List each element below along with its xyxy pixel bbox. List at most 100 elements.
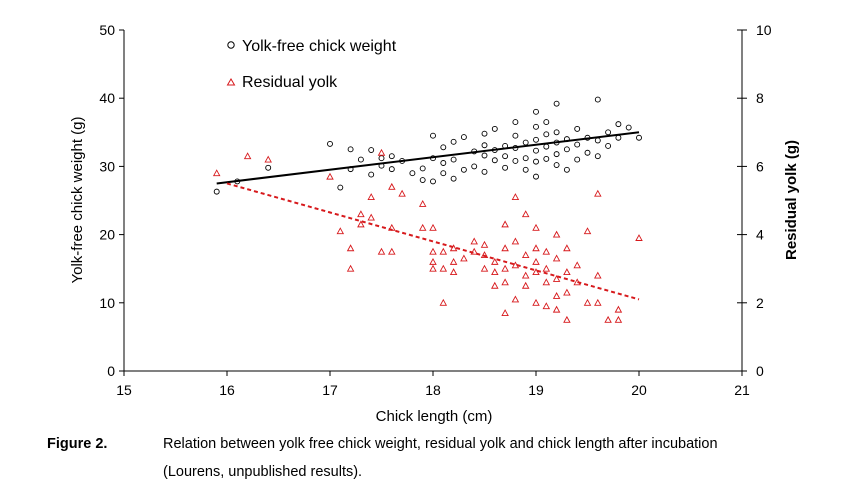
- point-yolk-free-weight: [605, 142, 612, 149]
- point-yolk-free-weight: [543, 155, 550, 162]
- point-residual-yolk: [635, 234, 643, 241]
- point-yolk-free-weight: [522, 166, 529, 173]
- point-residual-yolk: [470, 237, 478, 245]
- point-residual-yolk: [491, 257, 499, 265]
- point-residual-yolk: [367, 193, 375, 201]
- point-yolk-free-weight: [419, 177, 426, 183]
- point-residual-yolk: [583, 298, 592, 306]
- point-yolk-free-weight: [502, 164, 509, 171]
- x-tick-label: 18: [425, 382, 441, 398]
- point-yolk-free-weight: [636, 134, 642, 141]
- y-left-tick-label: 30: [99, 158, 115, 174]
- point-residual-yolk: [532, 244, 540, 252]
- point-yolk-free-weight: [522, 155, 529, 162]
- point-residual-yolk: [480, 240, 489, 248]
- point-yolk-free-weight: [481, 168, 488, 175]
- point-residual-yolk: [573, 261, 581, 269]
- point-residual-yolk: [470, 247, 478, 255]
- point-residual-yolk: [511, 261, 520, 269]
- point-yolk-free-weight: [502, 142, 509, 149]
- point-residual-yolk: [604, 315, 612, 323]
- point-yolk-free-weight: [378, 155, 385, 162]
- legend: Yolk-free chick weight Residual yolk: [226, 38, 397, 91]
- legend-label-residual-yolk: Residual yolk: [242, 74, 338, 91]
- point-yolk-free-weight: [378, 162, 385, 169]
- point-yolk-free-weight: [522, 139, 529, 146]
- point-residual-yolk: [377, 148, 386, 156]
- point-yolk-free-weight: [502, 153, 509, 160]
- point-residual-yolk: [532, 268, 540, 276]
- y-left-tick-label: 10: [99, 295, 115, 311]
- point-yolk-free-weight: [533, 173, 539, 180]
- point-residual-yolk: [521, 271, 530, 279]
- point-yolk-free-weight: [430, 178, 436, 185]
- point-residual-yolk: [480, 251, 489, 259]
- point-yolk-free-weight: [213, 188, 220, 195]
- point-yolk-free-weight: [615, 134, 622, 141]
- point-yolk-free-weight: [594, 96, 601, 103]
- point-residual-yolk: [614, 315, 623, 323]
- point-yolk-free-weight: [399, 157, 406, 164]
- point-yolk-free-weight: [430, 155, 436, 162]
- point-yolk-free-weight: [605, 129, 612, 136]
- y-right-tick-label: 4: [756, 227, 764, 243]
- point-residual-yolk: [429, 264, 437, 272]
- x-tick-label: 17: [322, 382, 338, 398]
- point-yolk-free-weight: [440, 160, 447, 166]
- y-right-tick-label: 8: [756, 90, 764, 106]
- point-yolk-free-weight: [543, 131, 550, 138]
- point-residual-yolk: [449, 268, 458, 276]
- y-left-tick-label: 0: [107, 363, 115, 379]
- y-left-tick-label: 20: [99, 227, 115, 243]
- point-yolk-free-weight: [337, 184, 344, 191]
- point-residual-yolk: [542, 247, 551, 255]
- point-yolk-free-weight: [512, 157, 519, 164]
- figure-caption-line-1: Relation between yolk free chick weight,…: [163, 436, 718, 452]
- y-axis-left-title: Yolk-free chick weight (g): [69, 116, 86, 283]
- point-residual-yolk: [552, 274, 561, 282]
- point-residual-yolk: [594, 298, 602, 306]
- point-yolk-free-weight: [419, 165, 426, 172]
- point-yolk-free-weight: [368, 147, 375, 153]
- point-residual-yolk: [521, 281, 530, 289]
- point-yolk-free-weight: [388, 166, 395, 173]
- point-yolk-free-weight: [615, 121, 622, 128]
- figure-label: Figure 2.: [47, 436, 108, 452]
- point-yolk-free-weight: [512, 132, 519, 139]
- point-yolk-free-weight: [553, 139, 560, 146]
- y-right-tick-label: 10: [756, 22, 772, 38]
- point-residual-yolk: [429, 247, 437, 255]
- point-yolk-free-weight: [460, 134, 467, 141]
- point-yolk-free-weight: [368, 171, 375, 178]
- data-points: [212, 96, 643, 323]
- point-yolk-free-weight: [357, 156, 364, 163]
- x-tick-label: 19: [528, 382, 544, 398]
- trendline-residual-yolk: [226, 182, 640, 301]
- point-residual-yolk: [398, 189, 406, 197]
- point-residual-yolk: [552, 254, 561, 262]
- point-yolk-free-weight: [533, 123, 539, 130]
- point-residual-yolk: [563, 244, 571, 252]
- point-residual-yolk: [501, 278, 509, 286]
- point-residual-yolk: [501, 244, 509, 252]
- point-residual-yolk: [491, 281, 499, 289]
- y-left-tick-label: 50: [99, 22, 115, 38]
- point-residual-yolk: [336, 227, 345, 235]
- point-residual-yolk: [439, 264, 448, 272]
- point-yolk-free-weight: [388, 153, 395, 160]
- point-residual-yolk: [449, 244, 458, 252]
- point-yolk-free-weight: [450, 156, 457, 163]
- point-yolk-free-weight: [440, 144, 447, 151]
- figure-caption-line-2: (Lourens, unpublished results).: [163, 464, 363, 480]
- point-yolk-free-weight: [481, 130, 488, 137]
- point-yolk-free-weight: [584, 149, 591, 156]
- point-residual-yolk: [542, 302, 551, 310]
- point-residual-yolk: [594, 189, 602, 197]
- y-axis-right-title: Residual yolk (g): [783, 140, 800, 260]
- point-yolk-free-weight: [512, 119, 519, 126]
- point-residual-yolk: [460, 254, 468, 262]
- point-residual-yolk: [583, 227, 592, 235]
- point-residual-yolk: [501, 264, 509, 272]
- point-yolk-free-weight: [553, 162, 560, 168]
- point-yolk-free-weight: [234, 178, 241, 185]
